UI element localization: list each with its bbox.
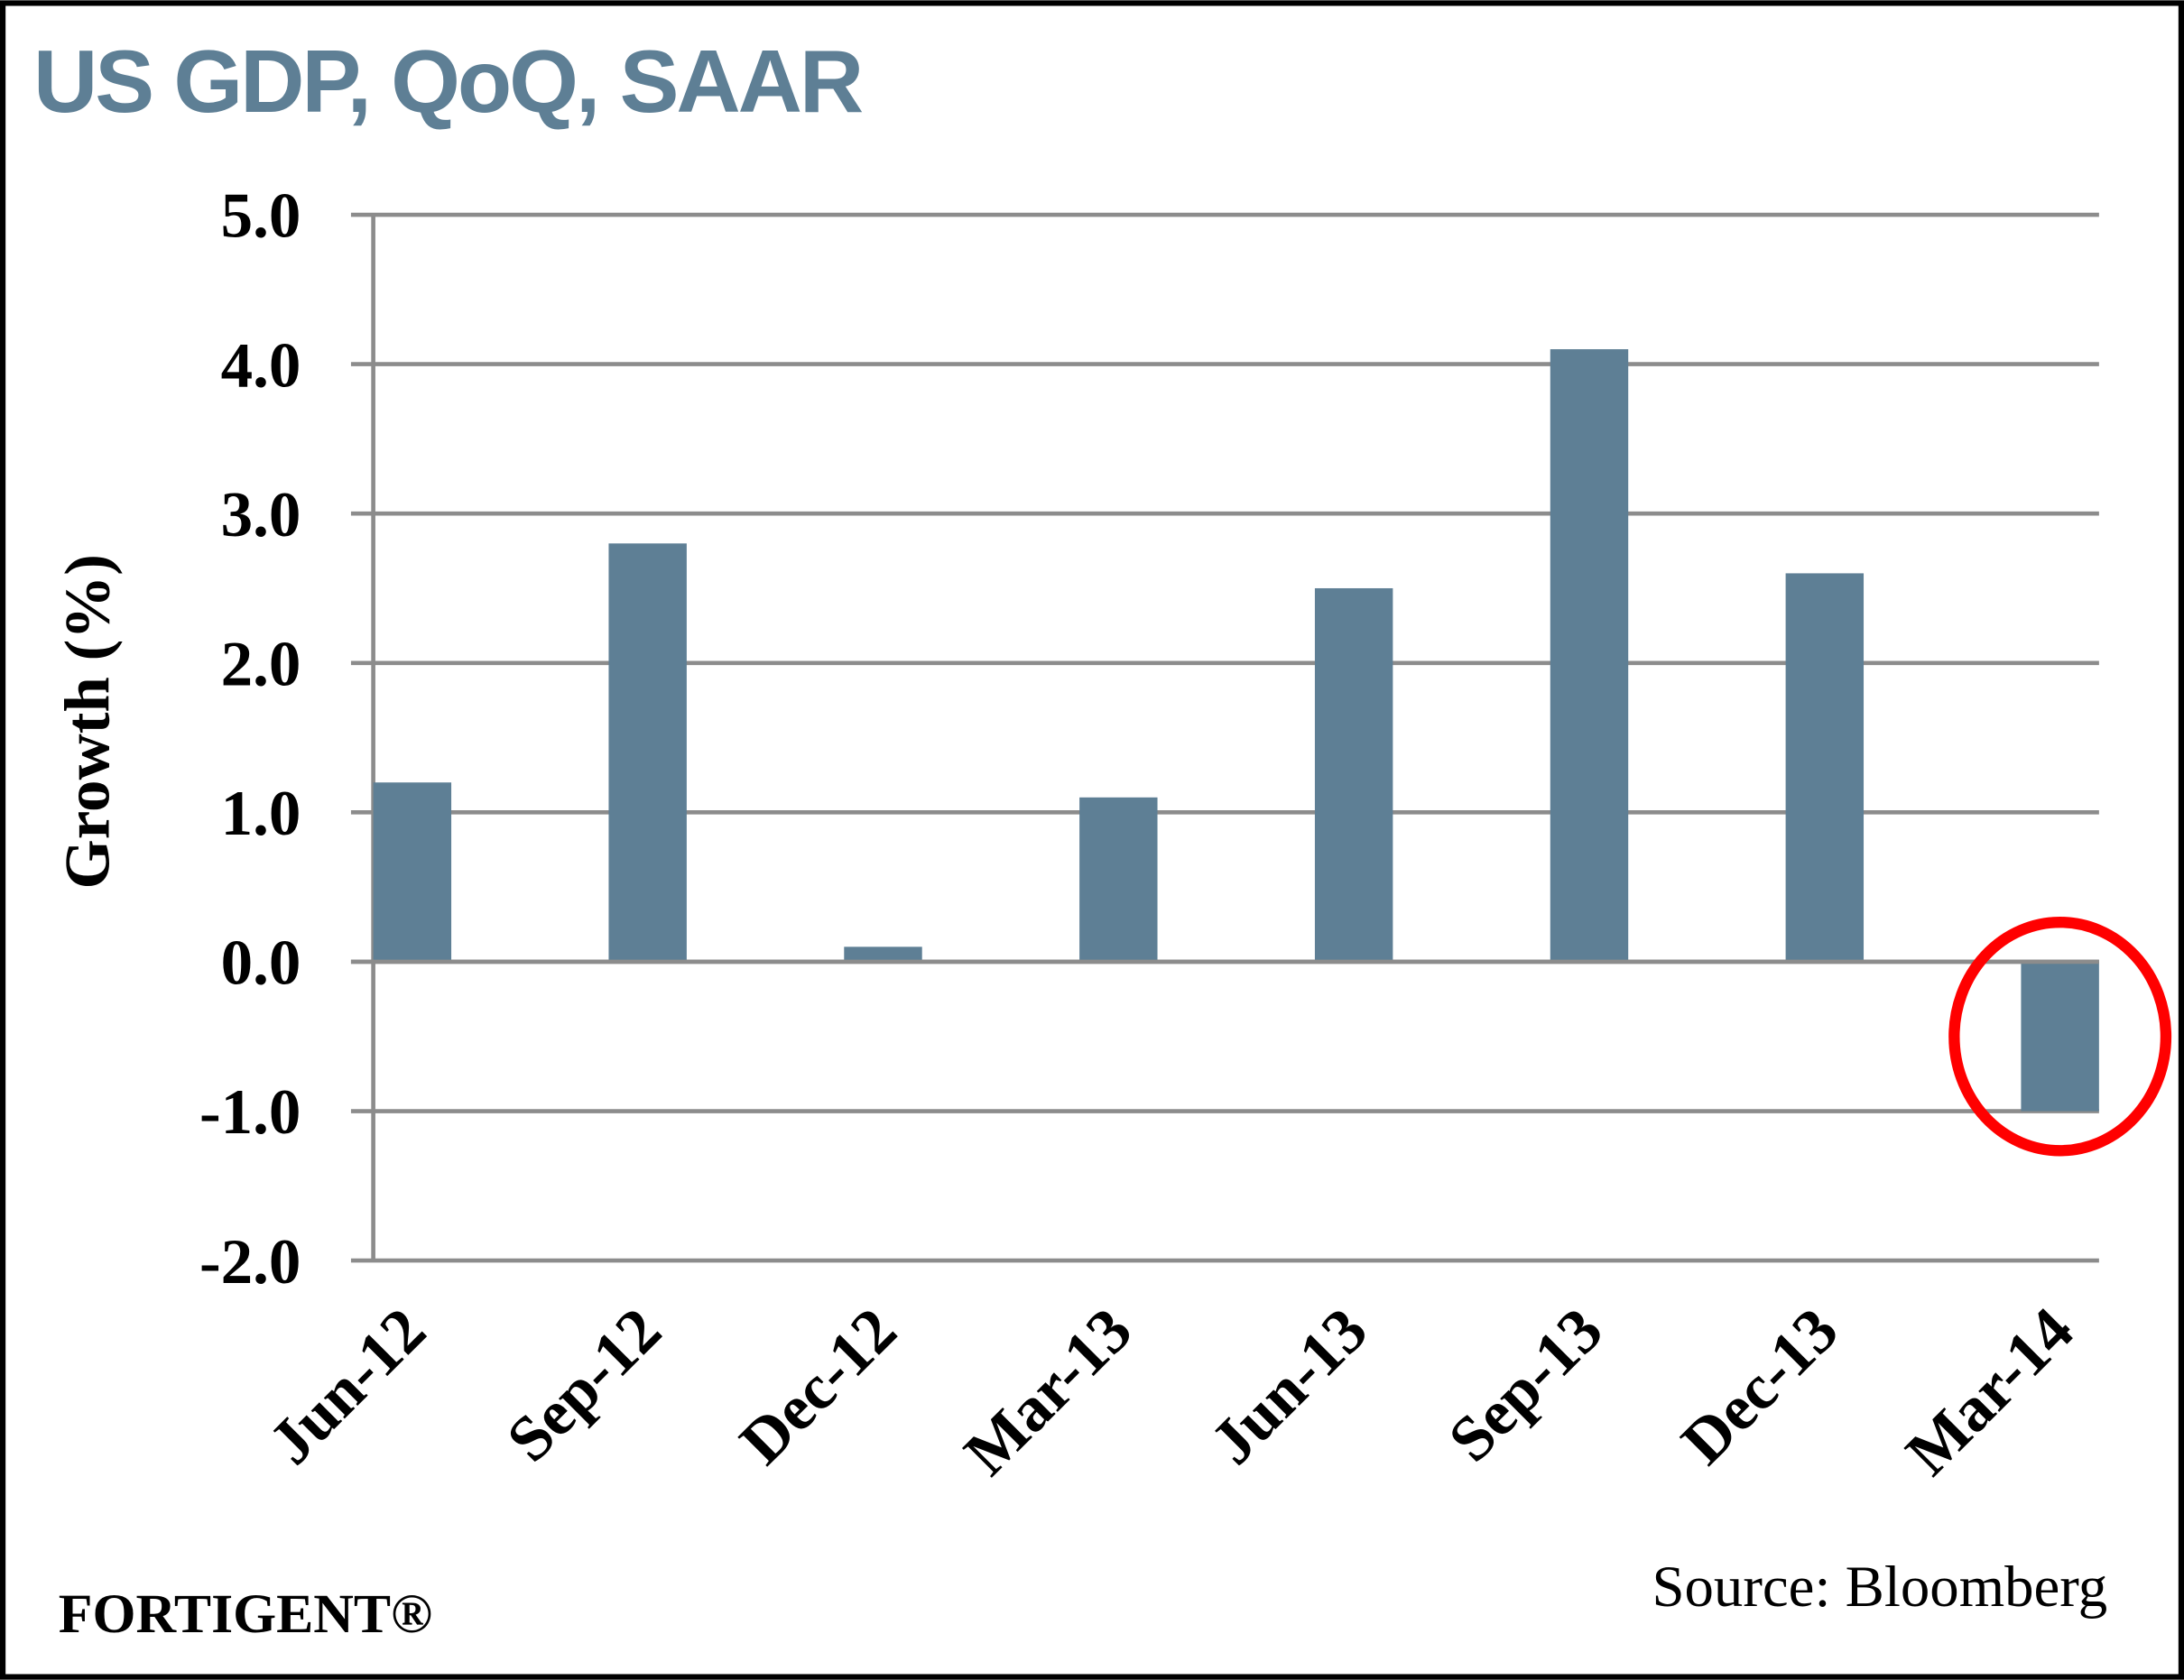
y-tick-labels: 5.0 4.0 3.0 2.0 1.0 0.0 -1.0 -2.0 <box>199 181 301 1297</box>
bar-Sep-13 <box>1550 349 1629 962</box>
y-tick-label: 1.0 <box>221 779 301 849</box>
bar-Jun-12 <box>373 782 452 962</box>
y-axis-label: Growth (%) <box>52 554 123 889</box>
bar-Dec-12 <box>844 946 922 962</box>
y-tick-label: 4.0 <box>221 330 301 401</box>
bar-Dec-13 <box>1785 573 1865 962</box>
y-tick-label: 0.0 <box>221 928 301 999</box>
y-tick-label: -2.0 <box>199 1227 301 1297</box>
y-tick-label: -1.0 <box>199 1077 301 1148</box>
bar-Mar-13 <box>1079 797 1158 962</box>
source-note: Source: Bloomberg <box>1652 1555 2107 1620</box>
y-tick-label: 2.0 <box>221 629 301 699</box>
chart-title: US GDP, QoQ, SAAR <box>33 32 863 131</box>
bar-Sep-12 <box>608 543 687 962</box>
y-tick-label: 5.0 <box>221 181 301 252</box>
bars <box>350 349 2099 1112</box>
bar-Jun-13 <box>1314 587 1393 962</box>
y-tick-label: 3.0 <box>221 480 301 550</box>
brand-logo-text: FORTIGENT® <box>59 1583 432 1645</box>
highlight-circle <box>1948 916 2172 1157</box>
bar-Mar-14 <box>2021 961 2099 1112</box>
